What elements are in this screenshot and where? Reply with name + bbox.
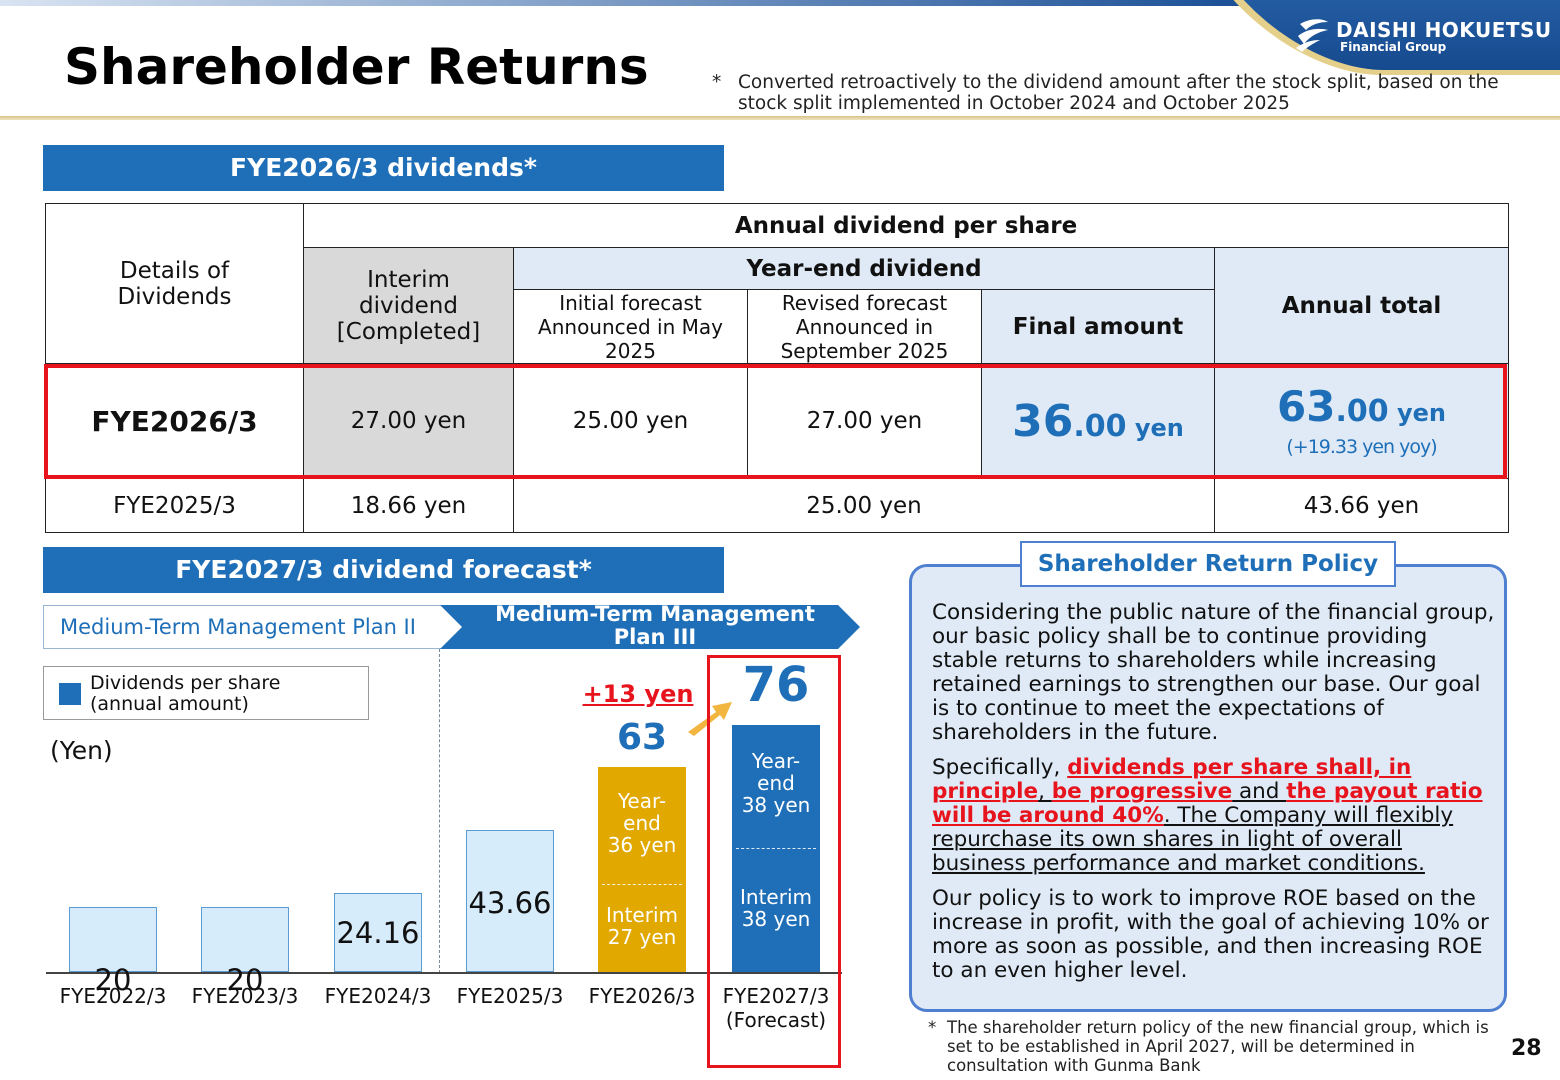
x-tick-label: FYE2027/3	[722, 984, 830, 1008]
policy-paragraph-2: Specifically, dividends per share shall,…	[932, 756, 1498, 876]
plan-iii-label: Medium-Term Management Plan III	[495, 602, 815, 649]
bar-interim-FYE2026/3	[598, 884, 686, 972]
header-note-star: *	[712, 72, 722, 93]
company-logo-icon	[1296, 19, 1328, 52]
section-title-forecast: FYE2027/3 dividend forecast*	[43, 547, 724, 593]
final-amount-unit: yen	[1126, 413, 1184, 442]
page-title: Shareholder Returns	[64, 38, 649, 96]
header-underline	[0, 116, 1560, 120]
x-axis-line	[46, 972, 842, 974]
legend-label: Dividends per share (annual amount)	[90, 672, 281, 715]
forecast-highlight-box	[707, 655, 841, 1068]
plan-divider-line	[439, 649, 440, 973]
row-fye2026-final: 36.00 yen	[981, 363, 1215, 479]
footnote: * The shareholder return policy of the n…	[928, 1018, 1508, 1075]
header-note-text: Converted retroactively to the dividend …	[738, 72, 1499, 114]
bar-yearend-FYE2027/3	[732, 724, 820, 849]
y-axis-unit: (Yen)	[50, 736, 113, 765]
policy-p2-emph-3: the payout ratio will be around 40%	[932, 779, 1483, 828]
row-fye2026-total: 63.00 yen (+19.33 yen yoy)	[1213, 363, 1510, 479]
policy-p2-emph-1: dividends per share shall, in principle	[932, 755, 1412, 804]
row-fye2025-yearend: 25.00 yen	[513, 478, 1215, 533]
row-fye2026-initial: 25.00 yen	[513, 363, 748, 479]
final-amount-int: 36	[1012, 395, 1074, 447]
interim-label: Interim 38 yen	[740, 885, 812, 932]
header-top-line	[0, 0, 1560, 6]
row-fye2025-total: 43.66 yen	[1213, 478, 1510, 533]
bar-value-label: 43.66	[468, 885, 552, 920]
policy-p2-e: and	[1232, 779, 1287, 804]
policy-p2-emph-2: be progressive	[1051, 779, 1233, 804]
policy-title: Shareholder Return Policy	[1020, 541, 1396, 587]
header-details: Details of Dividends	[45, 203, 304, 364]
bar-interim-FYE2027/3	[732, 848, 820, 972]
total-int: 63	[1277, 381, 1336, 431]
header-interim: Interim dividend [Completed]	[303, 247, 514, 364]
segment-divider	[736, 848, 816, 850]
policy-paragraph-1: Considering the public nature of the fin…	[932, 600, 1495, 745]
header-annual-dividend: Annual dividend per share	[302, 203, 1510, 248]
section-title-dividends: FYE2026/3 dividends*	[43, 145, 724, 191]
bar-yearend-FYE2026/3	[598, 766, 686, 885]
policy-text: Considering the public nature of the fin…	[932, 601, 1498, 994]
bar-value-label: 20	[94, 962, 132, 997]
bar-total-label: 76	[742, 656, 810, 713]
policy-paragraph-3: Our policy is to work to improve ROE bas…	[932, 886, 1489, 983]
total-unit: yen	[1388, 398, 1447, 427]
bar-total-label: 63	[616, 716, 668, 758]
dividends-table: Details of Dividends Annual dividend per…	[45, 203, 1510, 533]
header-initial-forecast: Initial forecast Announced in May 2025	[513, 289, 748, 364]
row-fye2025-label: FYE2025/3	[45, 478, 304, 533]
x-tick-label: FYE2024/3	[324, 984, 432, 1008]
bar-value-label: 20	[226, 962, 264, 997]
x-tick-label: FYE2026/3	[588, 984, 696, 1008]
plan-iii-arrow	[440, 605, 860, 649]
logo-name: DAISHI HOKUETSU	[1336, 18, 1552, 42]
policy-p2-c: ,	[1038, 779, 1052, 804]
total-yoy: (+19.33 yen yoy)	[1286, 435, 1437, 458]
header-revised-forecast: Revised forecast Announced in September …	[747, 289, 982, 364]
row-fye2026-label: FYE2026/3	[45, 363, 304, 479]
header-note: * Converted retroactively to the dividen…	[712, 72, 1512, 114]
bar-FYE2025/3	[466, 829, 554, 972]
footnote-text: The shareholder return policy of the new…	[947, 1018, 1489, 1075]
policy-p2-a: Specifically,	[932, 755, 1068, 780]
bar-FYE2024/3	[334, 893, 422, 972]
row-fye2026-revised: 27.00 yen	[747, 363, 982, 479]
footnote-star: *	[928, 1018, 937, 1037]
bar-value-label: 24.16	[336, 916, 420, 950]
header-final-amount: Final amount	[981, 289, 1215, 364]
x-tick-label: FYE2023/3	[191, 984, 299, 1008]
increase-annotation: +13 yen	[582, 680, 694, 708]
policy-p2-g: . The Company will flexibly repurchase i…	[932, 803, 1454, 876]
legend-swatch	[59, 683, 81, 705]
fye2026-highlight-box	[44, 364, 1507, 479]
x-tick-label: FYE2025/3	[456, 984, 564, 1008]
x-tick-sublabel: (Forecast)	[725, 1008, 827, 1032]
page-number: 28	[1511, 1036, 1542, 1061]
bar-FYE2023/3	[201, 906, 289, 972]
interim-label: Interim 27 yen	[606, 903, 678, 950]
row-fye2025-interim: 18.66 yen	[303, 478, 514, 533]
x-tick-label: FYE2022/3	[59, 984, 167, 1008]
total-dec: .00	[1335, 393, 1389, 429]
yearend-label: Year- end 38 yen	[741, 749, 811, 818]
header-annual-total: Annual total	[1213, 247, 1510, 364]
chart-legend: Dividends per share (annual amount)	[43, 666, 369, 720]
logo-subtitle: Financial Group	[1340, 40, 1447, 54]
plan-ii-label: Medium-Term Management Plan II	[43, 605, 463, 649]
segment-divider	[602, 884, 682, 886]
final-amount-dec: .00	[1073, 408, 1127, 444]
header-yearend: Year-end dividend	[513, 247, 1215, 290]
policy-box	[909, 564, 1507, 1012]
bar-FYE2022/3	[69, 906, 157, 972]
yearend-label: Year- end 36 yen	[607, 788, 677, 857]
increase-arrow-icon	[688, 702, 732, 736]
